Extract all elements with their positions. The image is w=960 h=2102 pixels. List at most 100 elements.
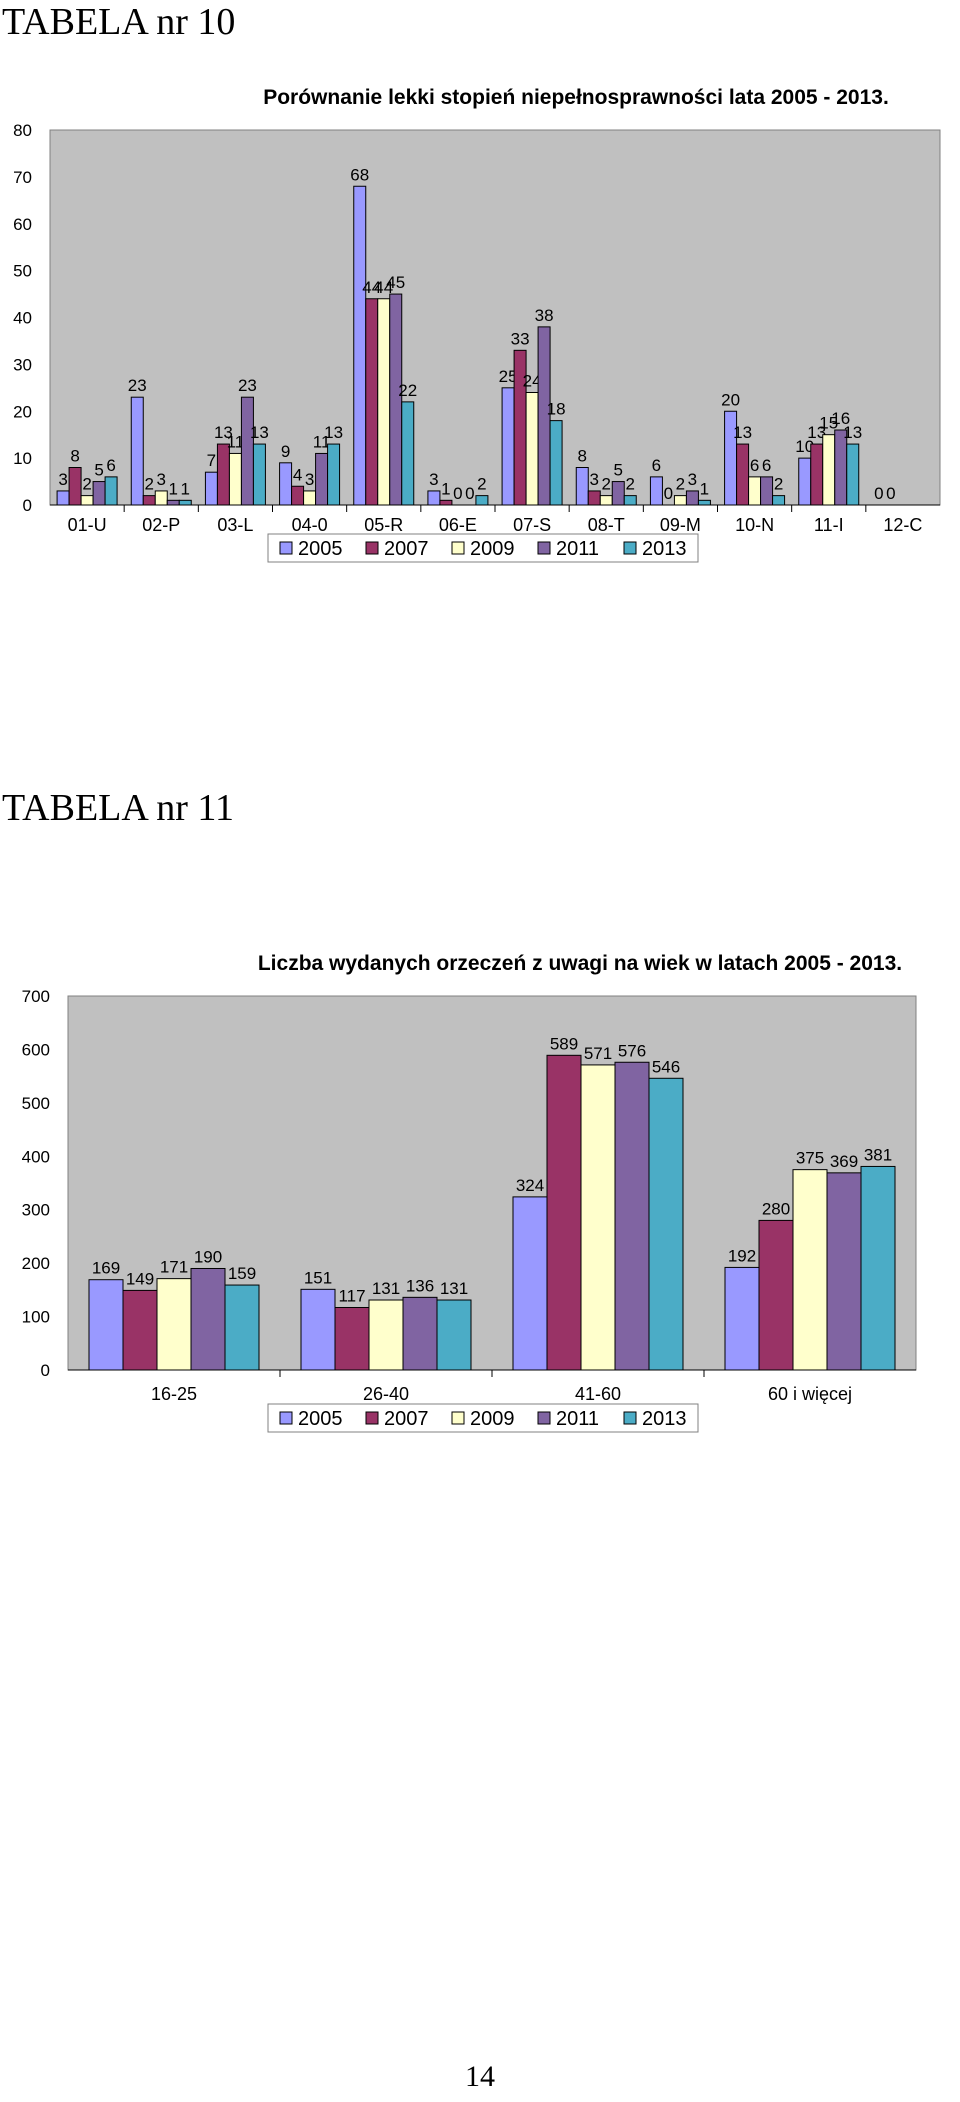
data-label: 3 (688, 470, 697, 489)
data-label: 589 (550, 1034, 578, 1053)
data-label: 22 (398, 381, 417, 400)
bar-2005-08-T (575, 467, 589, 506)
bar-2009-03-L (228, 452, 242, 506)
bar-2011-16-25 (190, 1267, 226, 1371)
data-label: 171 (160, 1258, 188, 1277)
x-category-label: 04-0 (292, 515, 328, 535)
data-label: 131 (372, 1279, 400, 1298)
data-label: 6 (750, 456, 759, 475)
bar-2013-41-60 (648, 1077, 684, 1371)
page-number: 14 (465, 2060, 495, 2093)
bar-2005-04-0 (279, 462, 293, 506)
x-category-label: 03-L (217, 515, 253, 535)
data-label: 151 (304, 1268, 332, 1287)
y-tick-label: 70 (13, 168, 32, 187)
y-tick-label: 30 (13, 355, 32, 374)
table-11-heading: TABELA nr 11 (2, 787, 234, 829)
data-label: 5 (614, 461, 623, 480)
data-label: 10 (795, 437, 814, 456)
bar-2009-41-60 (580, 1064, 616, 1371)
y-tick-label: 500 (22, 1094, 50, 1113)
data-label: 324 (516, 1176, 544, 1195)
bar-2011-10-N (760, 476, 774, 506)
legend-label: 2005 (298, 1408, 343, 1430)
legend-swatch-2005 (279, 541, 293, 555)
data-label: 11 (313, 432, 331, 451)
bar-2011-41-60 (614, 1061, 650, 1371)
y-tick-label: 100 (22, 1308, 50, 1327)
x-category-label: 09-M (660, 515, 701, 535)
bar-2007-10-N (736, 443, 750, 506)
bar-2013-01-U (104, 476, 118, 506)
data-label: 2 (602, 475, 611, 494)
data-label: 2 (626, 475, 635, 494)
x-category-label: 07-S (513, 515, 551, 535)
bar-2011-02-P (166, 499, 180, 506)
bar-2009-60 i więcej (792, 1169, 828, 1371)
y-tick-label: 200 (22, 1254, 50, 1273)
data-label: 375 (796, 1149, 824, 1168)
data-label: 45 (386, 273, 405, 292)
data-label: 1 (169, 479, 178, 498)
y-tick-label: 20 (13, 402, 32, 421)
legend-label: 2013 (642, 1408, 687, 1430)
data-label: 169 (92, 1259, 120, 1278)
legend-swatch-2013 (623, 541, 637, 555)
legend-label: 2011 (556, 1408, 599, 1430)
legend-swatch-2013 (623, 1411, 637, 1425)
bar-2005-06-E (427, 490, 441, 506)
bar-2011-01-U (92, 481, 106, 506)
data-label: 117 (338, 1286, 365, 1305)
data-label: 13 (214, 423, 233, 442)
bar-2007-26-40 (334, 1306, 370, 1371)
data-label: 13 (250, 423, 269, 442)
data-label: 15 (819, 414, 838, 433)
data-label: 7 (207, 451, 216, 470)
bar-2013-03-L (252, 443, 266, 506)
data-label: 381 (864, 1145, 892, 1164)
bar-2007-01-U (68, 467, 82, 506)
table-10-heading: TABELA nr 10 (2, 1, 236, 43)
data-label: 6 (652, 456, 661, 475)
x-category-label: 41-60 (575, 1384, 621, 1404)
data-label: 2 (82, 475, 91, 494)
data-label: 369 (830, 1152, 858, 1171)
bar-2007-02-P (142, 495, 156, 506)
bar-2009-01-U (80, 495, 94, 506)
bar-2009-10-N (748, 476, 762, 506)
x-category-label: 08-T (588, 515, 625, 535)
y-tick-label: 0 (41, 1361, 50, 1380)
bar-2013-09-M (697, 499, 711, 506)
data-label: 576 (618, 1041, 646, 1060)
x-category-label: 12-C (883, 515, 922, 535)
data-label: 18 (547, 400, 566, 419)
legend-swatch-2009 (451, 541, 465, 555)
legend: 2005 2007 2009 2011 2013 (267, 533, 699, 563)
data-label: 44 (374, 278, 393, 297)
bar-2013-11-I (846, 443, 860, 506)
x-category-label: 26-40 (363, 1384, 409, 1404)
bar-2009-08-T (599, 495, 613, 506)
bar-2009-04-0 (303, 490, 317, 506)
data-label: 192 (728, 1246, 756, 1265)
legend-swatch-2011 (537, 541, 551, 555)
legend-swatch-2007 (365, 1411, 379, 1425)
bar-2013-06-E (475, 495, 489, 506)
bar-2005-41-60 (512, 1196, 548, 1371)
data-label: 23 (128, 376, 147, 395)
data-label: 0 (664, 484, 673, 503)
bar-2005-02-P (130, 396, 144, 506)
bar-2013-04-0 (327, 443, 341, 506)
data-label: 571 (584, 1044, 612, 1063)
bar-2013-26-40 (436, 1299, 472, 1371)
bar-2011-09-M (685, 490, 699, 506)
x-category-label: 05-R (364, 515, 403, 535)
data-label: 1 (181, 479, 190, 498)
legend-label: 2009 (470, 1408, 515, 1430)
data-label: 0 (453, 484, 462, 503)
legend-label: 2007 (384, 538, 429, 560)
bar-2005-03-L (204, 471, 218, 506)
data-label: 6 (106, 456, 115, 475)
y-tick-label: 10 (13, 449, 32, 468)
chart-1-svg: Porównanie lekki stopień niepełnosprawno… (13, 86, 941, 563)
